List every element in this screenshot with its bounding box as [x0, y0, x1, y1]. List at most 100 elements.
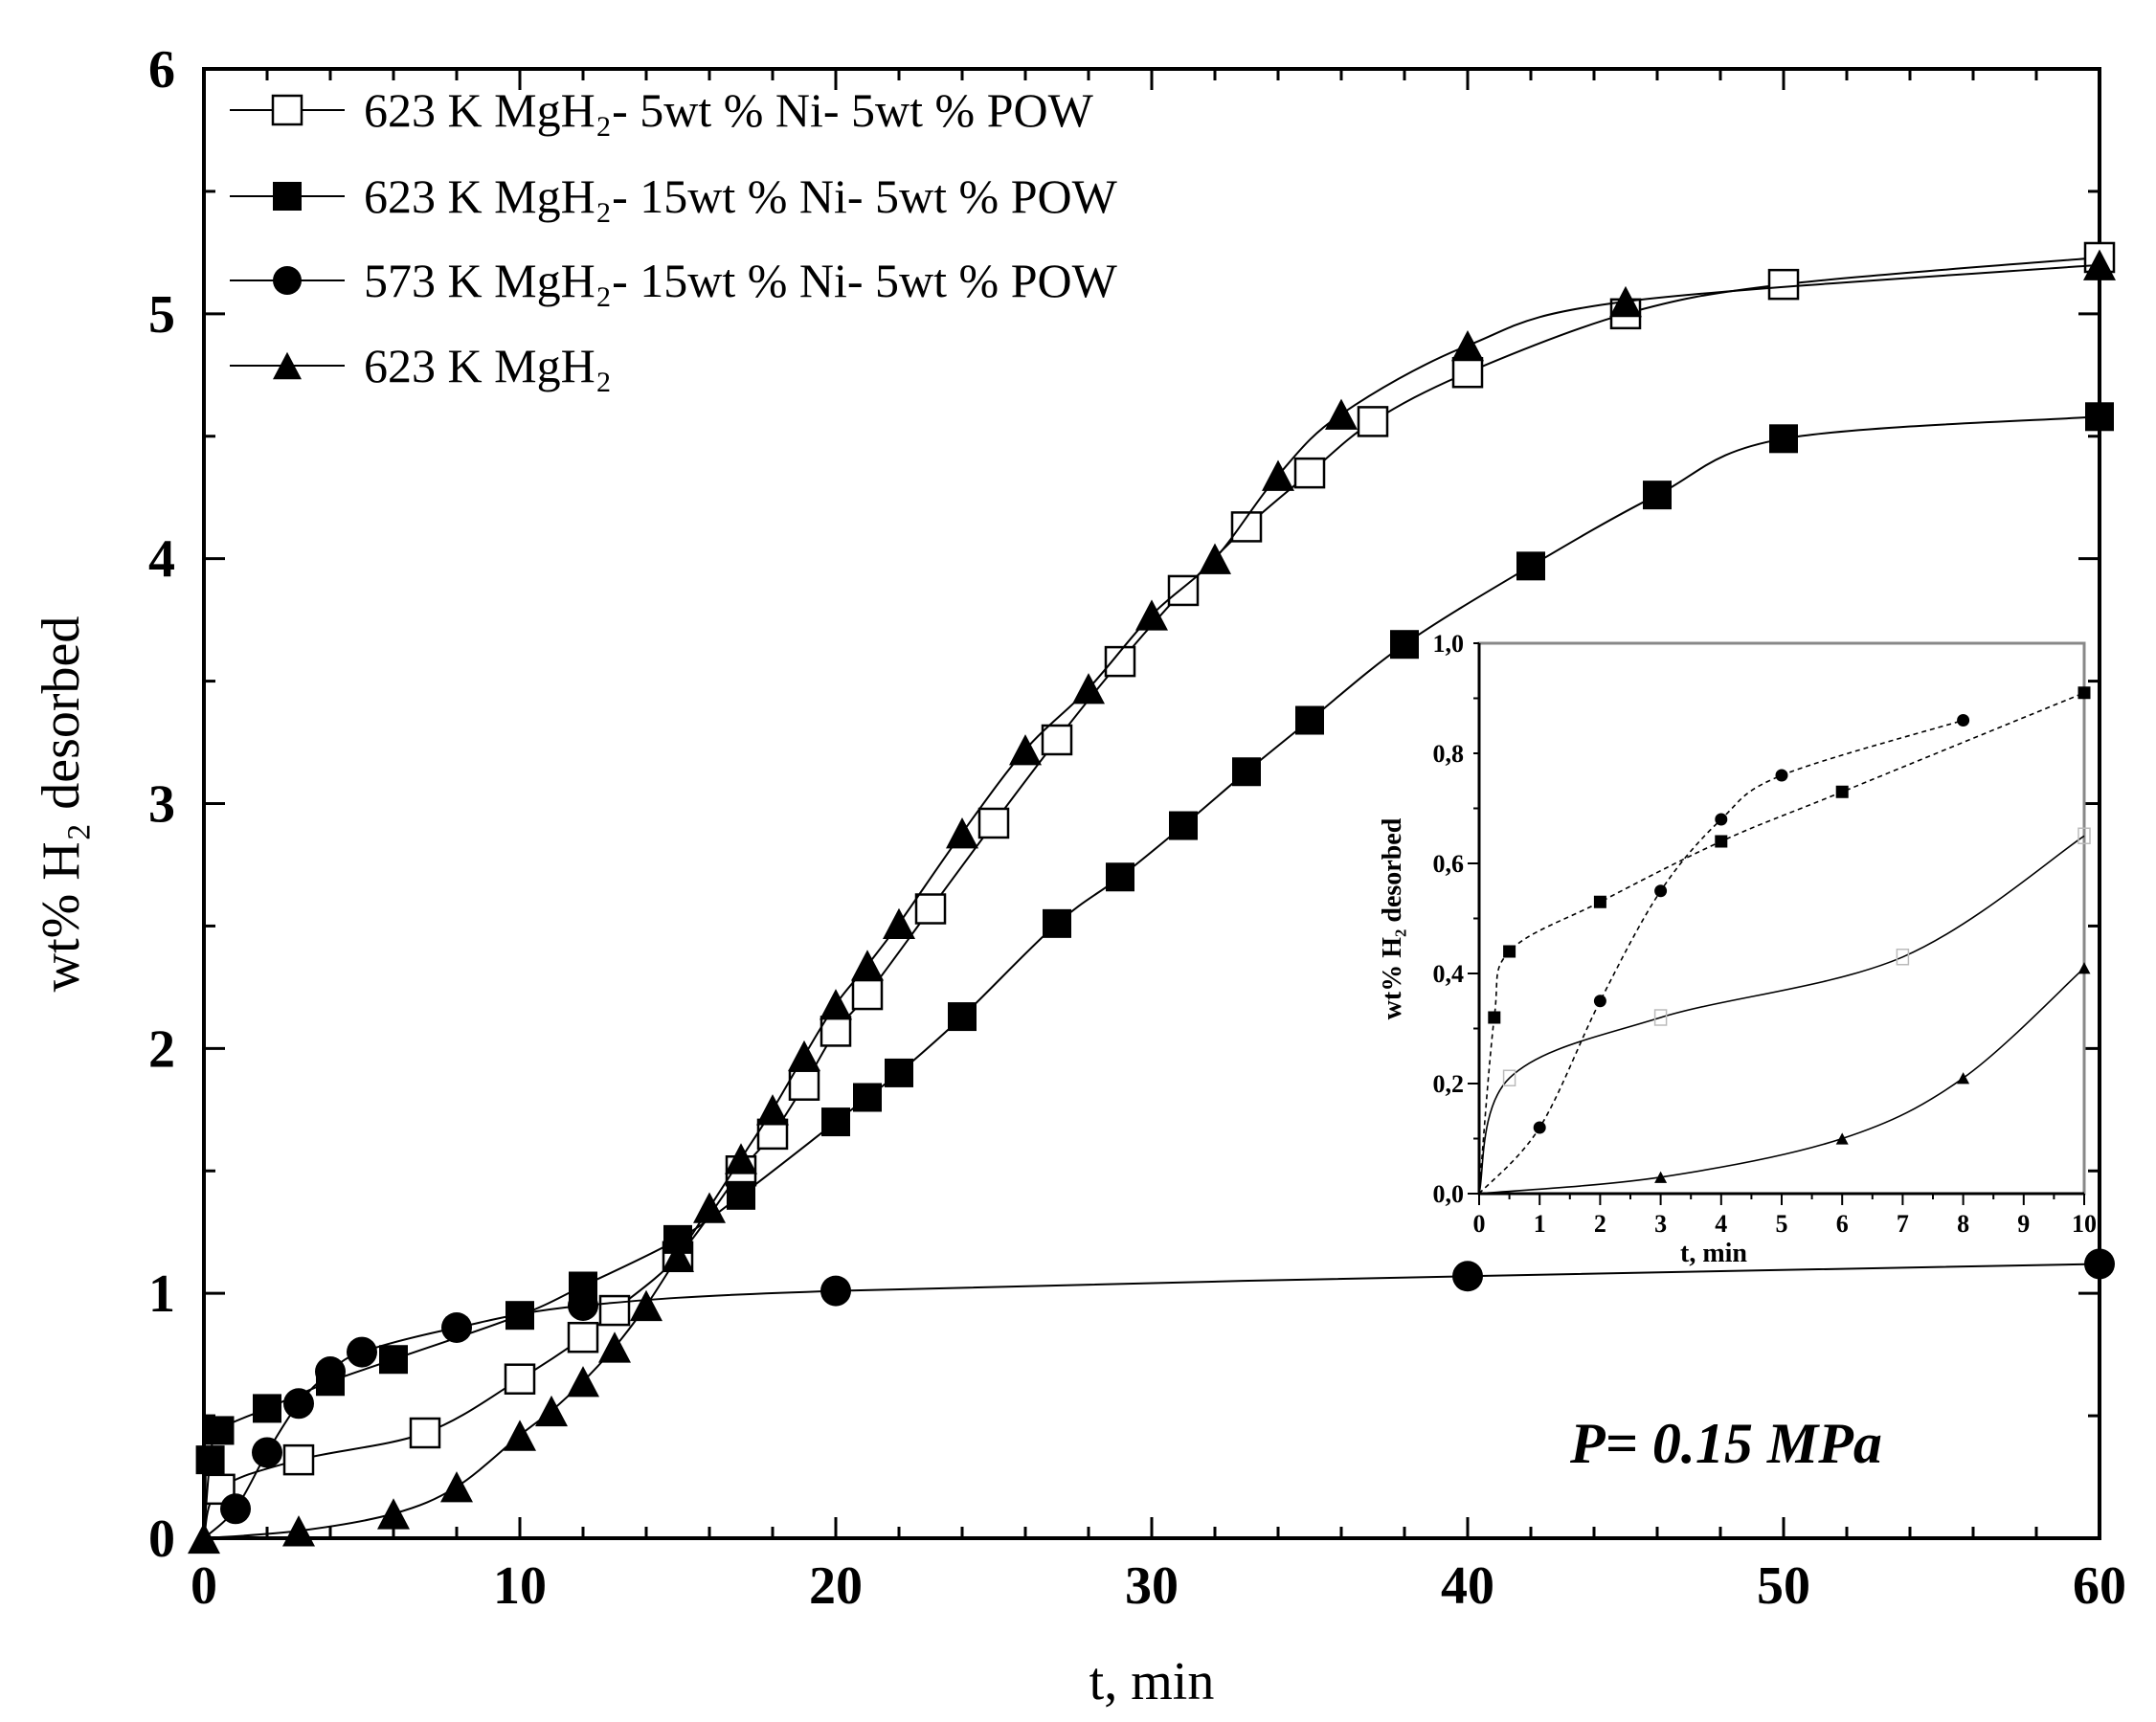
inset-series-line	[1478, 692, 2085, 1195]
inset-data-point	[1654, 1171, 1668, 1183]
data-point	[347, 1336, 377, 1368]
legend-entry-filled-triangle: 623 K MgH₂	[230, 339, 612, 392]
x-tick-label: 0	[191, 1556, 217, 1616]
data-point	[725, 1143, 757, 1174]
data-point	[188, 1522, 220, 1554]
y-axis-title: wt% H₂ desorbed	[32, 616, 91, 993]
data-point	[567, 1321, 599, 1353]
data-point	[440, 1471, 473, 1503]
inset-data-point	[2077, 686, 2091, 700]
data-point	[598, 1294, 631, 1327]
data-point	[1451, 356, 1484, 389]
series-filled-triangle	[188, 249, 2116, 1554]
inset-y-tick-label: 0,6	[1433, 850, 1465, 878]
y-tick-label: 3	[148, 775, 175, 835]
legend-marker	[273, 266, 302, 295]
inset-x-tick-label: 7	[1897, 1210, 1909, 1238]
data-point	[1293, 457, 1326, 489]
x-tick-label: 30	[1125, 1556, 1179, 1616]
inset-y-tick-label: 0,4	[1433, 960, 1465, 988]
inset-y-tick-label: 0,8	[1433, 740, 1465, 768]
inset-data-point	[1835, 1132, 1849, 1145]
data-point	[1452, 1261, 1483, 1292]
inset-plot-frame	[1477, 641, 2086, 1196]
data-point	[883, 907, 915, 940]
data-point	[1043, 908, 1071, 938]
series-line	[203, 415, 2100, 1539]
inset-x-tick-label: 6	[1836, 1210, 1849, 1238]
inset-data-point	[1775, 769, 1788, 782]
legend: 623 K MgH₂- 5wt % Ni- 5wt % POW 623 K MgH…	[230, 83, 1118, 392]
data-point	[977, 807, 1010, 839]
data-point	[504, 1363, 536, 1395]
inset-data-point	[1593, 995, 1606, 1008]
data-point	[253, 1394, 281, 1423]
data-point	[379, 1345, 408, 1375]
data-point	[598, 1331, 631, 1363]
data-point	[914, 893, 947, 925]
data-point	[1295, 705, 1324, 735]
data-point	[1135, 599, 1168, 631]
data-point	[662, 1241, 694, 1272]
inset-data-point	[1957, 714, 1970, 727]
data-point	[1199, 543, 1231, 574]
inset-data-point	[1503, 945, 1516, 958]
inset-y-tick-label: 1,0	[1433, 630, 1465, 658]
inset-y-tick-labels: 0,0 0,2 0,4 0,6 0,8 1,0	[1433, 630, 1465, 1208]
legend-label: 623 K MgH₂- 15wt % Ni- 5wt % POW	[364, 169, 1118, 223]
legend-entry-open-square: 623 K MgH₂- 5wt % Ni- 5wt % POW	[230, 83, 1094, 137]
inset-x-tick-label: 8	[1957, 1210, 1969, 1238]
inset-x-tick-label: 10	[2072, 1210, 2097, 1238]
data-point	[756, 1094, 789, 1126]
data-point	[1072, 673, 1105, 704]
inset-data-point	[1835, 785, 1849, 798]
y-tick-label: 5	[148, 285, 175, 345]
data-point	[1232, 757, 1261, 787]
main-series-group	[188, 241, 2116, 1554]
x-tick-label: 50	[1757, 1556, 1810, 1616]
inset-data-point	[1957, 1072, 1970, 1085]
legend-label: 573 K MgH₂- 15wt % Ni- 5wt % POW	[364, 254, 1118, 307]
data-point	[282, 1515, 315, 1547]
data-point	[948, 1002, 977, 1032]
data-point	[282, 1443, 315, 1476]
inset-chart: 0 1 2 3 4 5 6 7 8 9 10 0,0 0,2 0,4 0,6 0,8 1,0 t, min w…	[1378, 630, 2097, 1268]
inset-x-tick-label: 1	[1534, 1210, 1546, 1238]
data-point	[1767, 268, 1800, 301]
data-point	[252, 1437, 282, 1468]
data-point	[377, 1498, 410, 1530]
data-point	[315, 1356, 346, 1388]
y-tick-label: 6	[148, 40, 175, 100]
x-axis-title: t, min	[1089, 1652, 1215, 1711]
data-point	[568, 1289, 598, 1321]
y-tick-label: 0	[148, 1510, 175, 1569]
data-point	[1516, 551, 1545, 581]
inset-x-axis-title: t, min	[1680, 1239, 1747, 1268]
data-point	[1167, 574, 1200, 607]
x-tick-label: 60	[2073, 1556, 2126, 1616]
legend-entry-filled-circle: 573 K MgH₂- 15wt % Ni- 5wt % POW	[230, 254, 1118, 307]
data-point	[1769, 424, 1798, 454]
data-point	[504, 1420, 536, 1451]
legend-label: 623 K MgH₂	[364, 339, 612, 392]
inset-y-tick-label: 0,0	[1433, 1180, 1465, 1208]
data-point	[1609, 285, 1642, 318]
inset-series-filled-triangle	[1478, 962, 2091, 1195]
data-point	[1169, 811, 1198, 840]
data-point	[409, 1417, 441, 1449]
inset-series-group	[1478, 686, 2091, 1195]
inset-y-tick-label: 0,2	[1433, 1070, 1465, 1098]
inset-data-point	[2077, 962, 2091, 974]
series-filled-circle	[203, 1248, 2115, 1539]
inset-data-point	[1896, 949, 1910, 966]
inset-x-tick-label: 4	[1715, 1210, 1727, 1238]
y-tick-label: 2	[148, 1019, 175, 1079]
inset-data-point	[1533, 1121, 1546, 1134]
data-point	[220, 1493, 251, 1525]
data-point	[195, 1445, 225, 1475]
data-point	[820, 1275, 851, 1307]
data-point	[441, 1311, 472, 1343]
data-point	[1106, 862, 1134, 892]
x-tick-label: 10	[493, 1556, 547, 1616]
data-point	[204, 1473, 236, 1506]
